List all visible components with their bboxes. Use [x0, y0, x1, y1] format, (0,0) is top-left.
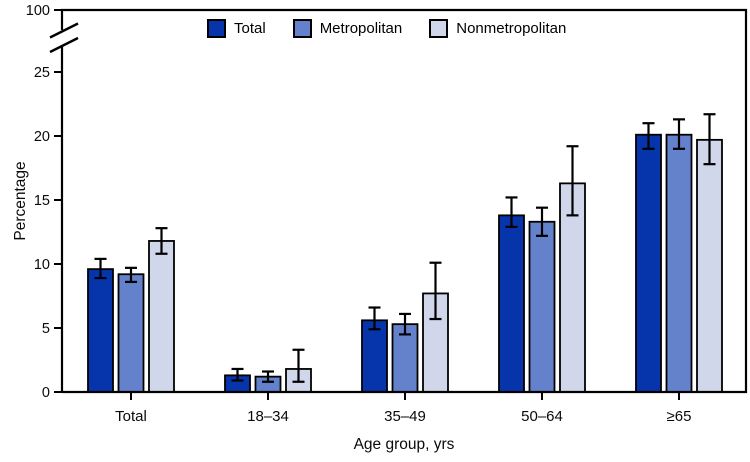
bar-metropolitan-1	[117, 273, 145, 393]
axis-break-slash	[49, 22, 79, 39]
error-bar-nonmetropolitan-2	[292, 348, 305, 383]
error-bar-metropolitan-5	[673, 118, 685, 150]
error-bar-total-3	[368, 306, 381, 331]
y-tick-label: 10	[34, 257, 50, 273]
bar-metropolitan-5	[665, 133, 693, 393]
y-tick-label: 0	[42, 385, 50, 401]
error-bar-metropolitan-3	[399, 312, 411, 336]
legend-item-metropolitan: Metropolitan	[292, 19, 403, 38]
x-axis-title: Age group, yrs	[354, 436, 455, 453]
x-tick-label: 35–49	[384, 408, 426, 425]
error-bar-metropolitan-1	[125, 266, 137, 284]
error-bar-nonmetropolitan-5	[703, 113, 716, 166]
legend-label-metropolitan: Metropolitan	[319, 20, 403, 37]
y-tick-label: 15	[34, 193, 50, 209]
bar-metropolitan-4	[528, 220, 556, 393]
axis-break-gap	[59, 30, 65, 45]
legend-swatch-nonmetropolitan	[429, 19, 449, 38]
y-tick-label: 20	[34, 129, 50, 145]
plot-frame	[60, 8, 748, 394]
error-bar-total-2	[231, 367, 244, 382]
error-bar-total-1	[94, 257, 107, 280]
legend-label-total: Total	[234, 20, 266, 37]
error-bar-total-4	[505, 196, 518, 228]
error-bar-nonmetropolitan-3	[429, 261, 442, 321]
error-bar-nonmetropolitan-1	[155, 227, 168, 255]
legend-item-nonmetropolitan: Nonmetropolitan	[429, 19, 566, 38]
bar-total-1	[87, 268, 114, 393]
bar-nonmetropolitan-5	[696, 138, 723, 393]
bar-total-3	[361, 319, 388, 393]
x-tick-label: Total	[115, 408, 147, 425]
legend-swatch-metropolitan	[292, 19, 312, 38]
bar-nonmetropolitan-1	[148, 240, 175, 393]
x-tick-label: 18–34	[247, 408, 289, 425]
bar-total-5	[635, 133, 662, 393]
legend-item-total: Total	[207, 19, 266, 38]
legend-swatch-total	[207, 19, 226, 38]
legend-label-nonmetropolitan: Nonmetropolitan	[456, 20, 567, 37]
axis-break-slash	[49, 36, 79, 54]
y-tick-label-100: 100	[26, 3, 50, 19]
y-tick-label: 25	[34, 65, 50, 81]
error-bar-metropolitan-4	[536, 206, 548, 237]
y-axis-title: Percentage	[12, 161, 29, 240]
error-bar-total-5	[642, 122, 655, 150]
error-bar-metropolitan-2	[262, 370, 274, 383]
x-tick-label: ≥65	[667, 408, 692, 425]
y-tick-label: 5	[42, 321, 50, 337]
x-tick-label: 50–64	[521, 408, 563, 425]
bar-total-4	[498, 214, 525, 393]
legend: Total Metropolitan Nonmetropolitan	[207, 19, 566, 38]
error-bar-nonmetropolitan-4	[566, 145, 579, 217]
